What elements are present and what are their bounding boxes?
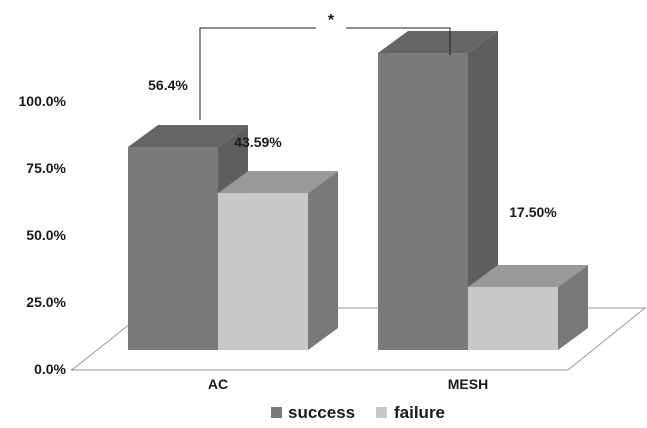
legend-label-failure: failure	[394, 403, 445, 422]
significance-marker: *	[328, 12, 335, 29]
bracket-left	[199, 27, 316, 120]
y-tick-label: 25.0%	[26, 294, 66, 310]
data-label: 56.4%	[148, 77, 188, 93]
y-tick-label: 0.0%	[34, 361, 66, 377]
bar-success-mesh	[378, 31, 498, 350]
bar-side	[558, 265, 588, 350]
y-tick-label: 75.0%	[26, 160, 66, 176]
data-label: 17.50%	[509, 204, 557, 220]
bar-top	[218, 171, 338, 194]
data-label: 43.59%	[234, 134, 282, 150]
legend-label-success: success	[288, 403, 355, 422]
y-tick-label: 50.0%	[26, 227, 66, 243]
bar-front	[378, 53, 468, 350]
significance-bracket: *	[199, 12, 451, 120]
bar-side	[468, 31, 498, 350]
bar-side	[308, 171, 338, 350]
bar-front	[218, 193, 308, 350]
bar-top	[128, 124, 248, 147]
bracket-right	[346, 27, 451, 55]
y-axis: 0.0% 25.0% 50.0% 75.0% 100.0% AC MESH	[19, 93, 489, 392]
legend-swatch-success	[271, 407, 282, 418]
legend: success failure	[271, 403, 445, 422]
x-tick-label: MESH	[448, 376, 488, 392]
bar-front	[468, 287, 558, 350]
bar-failure-ac	[218, 171, 338, 350]
bar-failure-mesh	[468, 265, 588, 350]
y-tick-label: 100.0%	[19, 93, 67, 109]
bar-front	[128, 146, 218, 350]
bars	[128, 31, 588, 351]
bar-top	[378, 31, 498, 53]
x-tick-label: AC	[208, 376, 228, 392]
bar-top	[468, 265, 588, 287]
data-labels: 56.4%82.5%43.59%17.50%	[148, 77, 557, 220]
legend-swatch-failure	[376, 407, 387, 418]
